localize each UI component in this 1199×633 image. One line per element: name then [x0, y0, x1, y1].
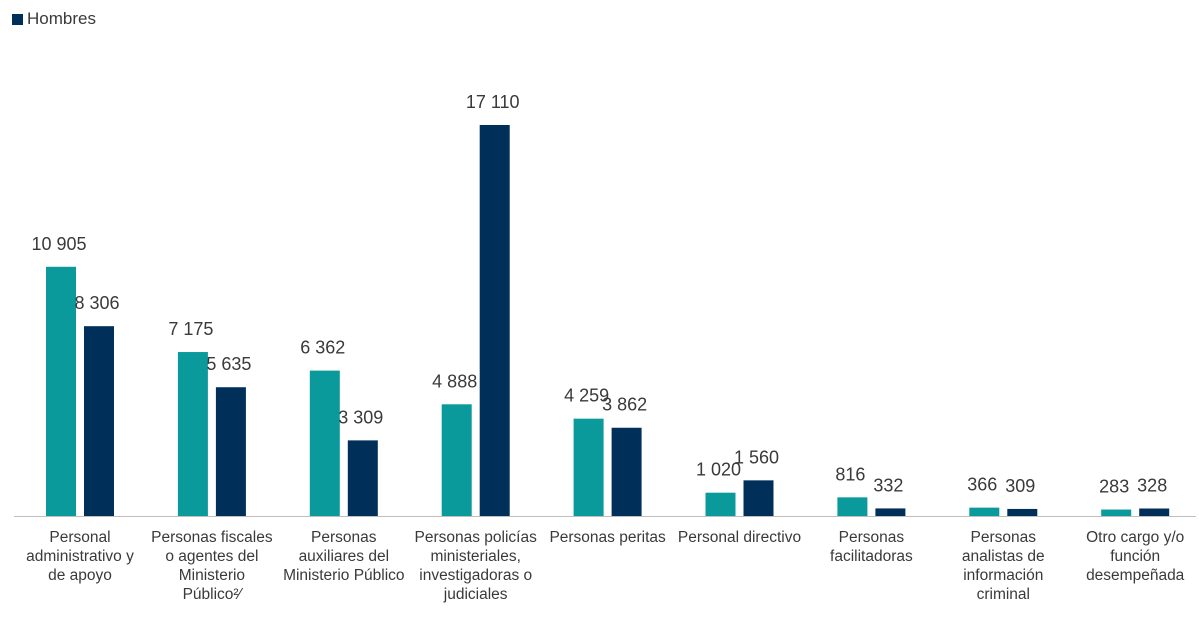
bar	[705, 492, 736, 516]
bar	[215, 387, 246, 516]
x-tick-label: Personal administrativo y de apoyo	[26, 529, 134, 584]
data-label: 1 560	[734, 447, 779, 467]
bar	[1101, 509, 1132, 516]
bar	[46, 266, 76, 516]
bar	[1007, 508, 1038, 516]
bar	[573, 418, 604, 516]
data-label: 5 635	[206, 354, 251, 374]
bar	[743, 480, 774, 516]
bar	[969, 507, 1000, 516]
x-tick-label: Otro cargo y/o función desempeñada	[1086, 529, 1185, 584]
data-label: 3 862	[602, 395, 647, 415]
legend-swatch	[12, 13, 23, 25]
data-label: 332	[873, 475, 903, 495]
data-label: 1 020	[696, 460, 741, 480]
x-tick-label: Personas analistas de información crimin…	[961, 529, 1045, 603]
data-label: 17 110	[466, 92, 520, 112]
x-tick-label: Personas peritas	[549, 529, 666, 546]
bar	[309, 370, 340, 516]
bar	[347, 440, 378, 516]
bar	[441, 404, 472, 516]
data-label: 309	[1005, 476, 1035, 496]
data-label: 4 888	[432, 371, 477, 391]
data-label: 366	[967, 475, 997, 495]
data-label: 816	[835, 464, 865, 484]
x-tick-label: Personas facilitadoras	[830, 529, 913, 565]
bar	[177, 352, 208, 516]
bar	[611, 427, 642, 516]
data-label: 7 175	[168, 319, 213, 339]
data-label: 328	[1137, 476, 1167, 496]
bar	[837, 497, 868, 516]
x-tick-label: Personas fiscales o agentes del Minister…	[151, 529, 273, 603]
bar	[84, 326, 114, 516]
bar	[875, 508, 906, 516]
data-label: 8 306	[74, 293, 119, 313]
legend-item: Hombres	[12, 9, 96, 29]
x-tick-label: Personas policías ministeriales, investi…	[414, 529, 537, 603]
data-label: 3 309	[338, 407, 383, 427]
bar	[1139, 508, 1170, 516]
legend-label: Hombres	[27, 9, 96, 28]
data-label: 4 259	[564, 386, 609, 406]
bar	[479, 125, 510, 516]
x-tick-label: Personas auxiliares del Ministerio Públi…	[283, 529, 405, 584]
x-tick-label: Personal directivo	[677, 529, 802, 546]
data-label: 10 905	[31, 234, 86, 254]
data-label: 283	[1099, 477, 1129, 497]
data-label: 6 362	[300, 338, 345, 358]
